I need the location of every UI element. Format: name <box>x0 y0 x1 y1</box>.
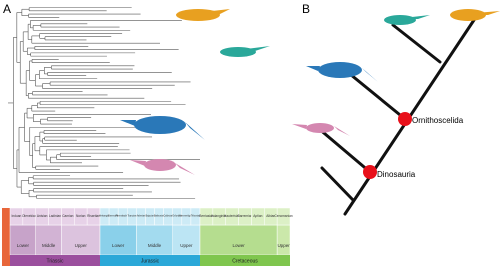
stage-label: Albian <box>266 214 275 218</box>
timescale: Lower Induan Olenekian Middle Anisian Ladinia… <box>2 207 293 266</box>
stage-label: Bajocian <box>146 216 155 218</box>
epoch-label: Lower <box>112 243 125 248</box>
epoch-cell <box>61 224 101 256</box>
epoch-label: Upper <box>277 243 290 248</box>
stage-label: Norian <box>76 214 86 218</box>
period-cell <box>200 255 290 266</box>
phylogeny-a <box>8 7 201 199</box>
node-marker <box>398 112 412 126</box>
stage-label: Cenomanian <box>274 214 292 218</box>
stage-label: Barremian <box>238 214 253 218</box>
phylogeny-b <box>316 12 480 216</box>
stage-label: Kimmeridgian <box>179 216 194 218</box>
node-label: Ornithoscelida <box>412 116 464 125</box>
stage-label: Berriasian <box>199 214 214 218</box>
epoch-label: Upper <box>75 243 88 248</box>
epoch-label: Middle <box>42 243 56 248</box>
period-cell <box>10 255 100 266</box>
stage-label: Pliensbachian <box>116 216 131 218</box>
node-label: Dinosauria <box>377 170 416 179</box>
epoch-cell <box>99 224 137 256</box>
epoch-cell <box>199 224 278 256</box>
epoch-cell <box>136 224 173 256</box>
period-label: Triassic <box>46 258 64 264</box>
period-label: Jurassic <box>141 258 160 264</box>
stage-cell <box>276 207 291 226</box>
period-cell <box>100 255 200 266</box>
node-marker <box>363 165 377 179</box>
stage-label: Aptian <box>253 214 262 218</box>
silhouettes <box>120 9 500 175</box>
stage-label: Tithonian <box>191 215 201 218</box>
stage-label: Toarcian <box>128 216 137 218</box>
stage-label: Hauterivian <box>224 214 240 218</box>
epoch-cell <box>35 224 62 256</box>
stage-label: Rhaetian <box>87 214 100 218</box>
stage-label: Ladinian <box>49 214 61 218</box>
permian-band <box>2 208 10 266</box>
stage-label: Olenekian <box>22 214 37 218</box>
epoch-cell <box>9 224 36 256</box>
panel-label: A <box>3 2 11 16</box>
epoch-cell <box>276 224 291 256</box>
stage-label: Oxfordian <box>172 216 183 218</box>
stage-label: Induan <box>12 214 22 218</box>
stage-label: Carnian <box>62 214 73 218</box>
period-label: Cretaceous <box>232 258 258 264</box>
epoch-label: Lower <box>232 243 245 248</box>
panel-label: B <box>302 2 310 16</box>
stage-label: Hettangian <box>99 215 111 218</box>
stage-label: Bathonian <box>154 215 165 218</box>
stage-label: Valanginian <box>211 214 228 218</box>
epoch-cell <box>172 224 201 256</box>
epoch-label: Lower <box>17 243 30 248</box>
stage-label: Callovian <box>164 216 174 218</box>
epoch-label: Middle <box>148 243 162 248</box>
stage-label: Anisian <box>37 214 48 218</box>
epoch-label: Upper <box>180 243 193 248</box>
stage-label: Aalenian <box>136 215 146 218</box>
stage-label: Sinemurian <box>108 216 120 218</box>
